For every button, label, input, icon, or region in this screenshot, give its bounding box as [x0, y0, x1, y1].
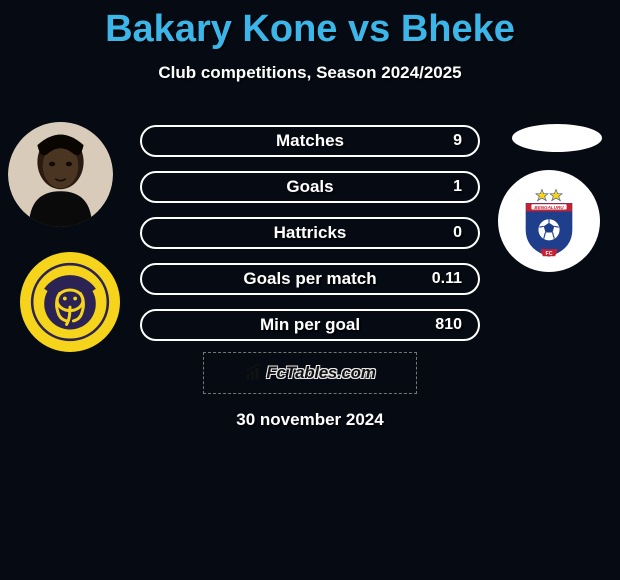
stat-label: Goals	[286, 177, 333, 197]
stat-label: Min per goal	[260, 315, 360, 335]
player-left-photo	[8, 122, 113, 227]
stat-row-hattricks: Hattricks 0	[140, 217, 480, 249]
team-right-badge: BENGALURU FC	[498, 170, 600, 272]
svg-text:BENGALURU: BENGALURU	[534, 205, 564, 210]
stat-row-goals: Goals 1	[140, 171, 480, 203]
player-silhouette-icon	[8, 122, 113, 227]
stat-value: 810	[435, 316, 462, 334]
stat-value: 0	[453, 224, 462, 242]
stat-label: Hattricks	[274, 223, 347, 243]
team-left-badge	[20, 252, 120, 352]
svg-text:FC: FC	[545, 251, 552, 257]
team-left-crest-icon	[27, 259, 113, 345]
watermark: FcTables.com	[203, 352, 417, 394]
stat-label: Goals per match	[243, 269, 376, 289]
stat-label: Matches	[276, 131, 344, 151]
bar-chart-icon	[244, 364, 264, 382]
team-right-crest-icon: BENGALURU FC	[505, 177, 593, 265]
stat-value: 1	[453, 178, 462, 196]
stat-row-min-per-goal: Min per goal 810	[140, 309, 480, 341]
stat-value: 9	[453, 132, 462, 150]
comparison-subtitle: Club competitions, Season 2024/2025	[0, 63, 620, 83]
stat-row-goals-per-match: Goals per match 0.11	[140, 263, 480, 295]
watermark-text: FcTables.com	[266, 363, 375, 383]
comparison-title: Bakary Kone vs Bheke	[0, 0, 620, 51]
player-right-photo-placeholder	[512, 124, 602, 152]
stat-row-matches: Matches 9	[140, 125, 480, 157]
stat-value: 0.11	[432, 270, 462, 288]
snapshot-date: 30 november 2024	[0, 410, 620, 430]
